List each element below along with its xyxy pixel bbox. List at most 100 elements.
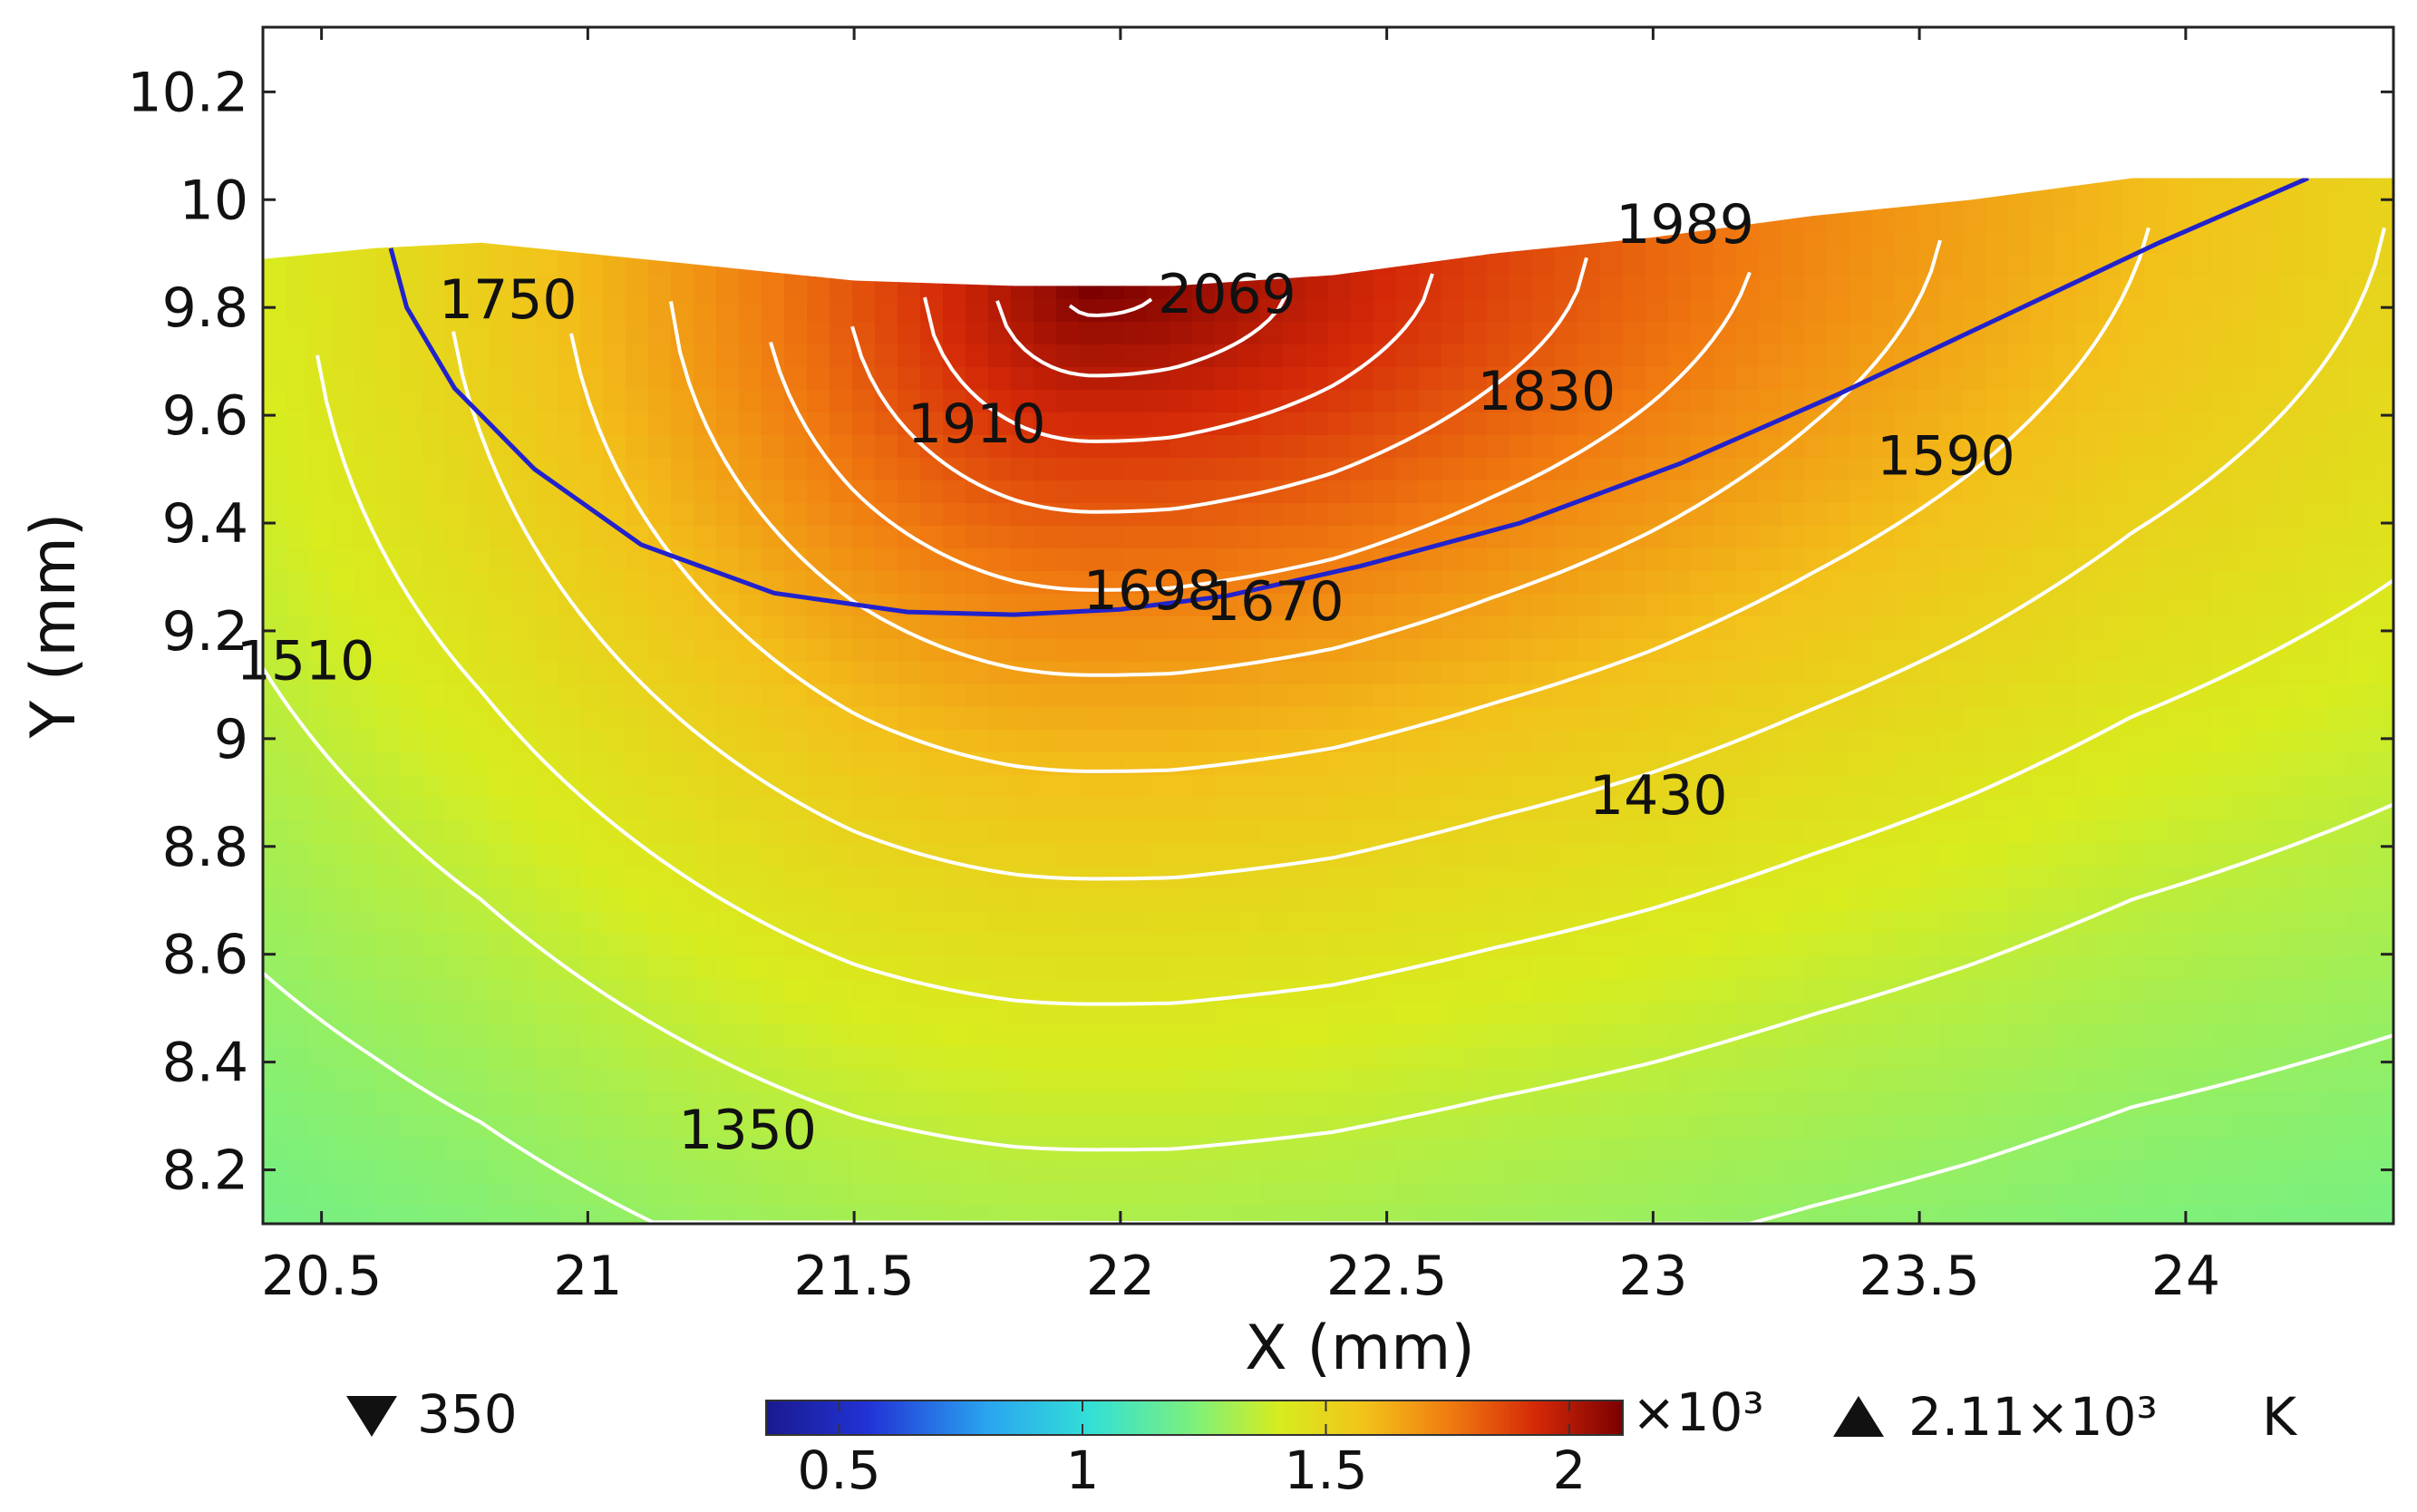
field-cell (966, 322, 989, 345)
field-cell (2076, 480, 2100, 504)
field-cell (1781, 1115, 1805, 1139)
field-cell (1419, 1160, 1442, 1184)
field-cell (2167, 1183, 2190, 1207)
field-cell (1532, 1160, 1556, 1184)
field-cell (943, 1138, 966, 1161)
field-cell (1895, 367, 1918, 391)
field-cell (762, 480, 785, 504)
field-cell (1713, 979, 1737, 1003)
field-cell (2053, 548, 2077, 572)
field-cell (1600, 684, 1624, 708)
field-cell (1056, 979, 1080, 1003)
field-cell (490, 1206, 513, 1224)
field-cell (354, 1206, 377, 1224)
field-cell (1328, 1206, 1352, 1224)
field-cell (580, 1024, 604, 1048)
field-cell (1351, 1024, 1374, 1048)
field-cell (1940, 594, 1964, 617)
field-cell (1691, 911, 1714, 935)
field-cell (1396, 480, 1420, 504)
field-cell (648, 934, 672, 957)
field-cell (1849, 934, 1873, 957)
field-cell (739, 820, 762, 844)
field-cell (558, 616, 581, 640)
field-cell (286, 866, 309, 889)
field-cell (1827, 412, 1850, 436)
field-cell (2280, 775, 2304, 799)
field-cell (1940, 1047, 1964, 1071)
field-cell (762, 1138, 785, 1161)
field-cell (1441, 616, 1465, 640)
field-cell (444, 1160, 468, 1184)
field-cell (2099, 526, 2122, 549)
field-cell (648, 866, 672, 889)
field-cell (2144, 934, 2168, 957)
field-cell (2189, 367, 2213, 391)
field-cell (1079, 322, 1102, 345)
field-cell (1351, 1002, 1374, 1025)
field-cell (422, 1183, 445, 1207)
field-cell (1147, 934, 1170, 957)
field-cell (1985, 254, 2009, 277)
field-cell (1691, 1070, 1714, 1093)
field-cell (1260, 730, 1284, 753)
field-cell (1192, 480, 1216, 504)
field-cell (2303, 979, 2326, 1003)
field-cell (1645, 707, 1669, 731)
field-cell (2371, 594, 2393, 617)
field-cell (1827, 571, 1850, 595)
field-cell (920, 367, 944, 391)
field-cell (2189, 707, 2213, 731)
field-cell (308, 684, 332, 708)
field-cell (1849, 866, 1873, 889)
field-cell (2235, 254, 2258, 277)
field-cell (1441, 435, 1465, 459)
field-cell (1079, 775, 1102, 799)
field-cell (898, 752, 921, 776)
field-cell (1170, 1206, 1193, 1224)
field-cell (1872, 231, 1896, 255)
field-cell (603, 1092, 626, 1116)
field-cell (1645, 1024, 1669, 1048)
field-cell (1056, 956, 1080, 980)
field-cell (535, 775, 558, 799)
field-cell (1827, 639, 1850, 663)
field-cell (966, 1047, 989, 1071)
field-cell (422, 254, 445, 277)
field-cell (852, 1160, 876, 1184)
field-cell (1079, 526, 1102, 549)
field-cell (1600, 866, 1624, 889)
field-cell (1872, 798, 1896, 821)
field-cell (2053, 526, 2077, 549)
field-cell (263, 322, 286, 345)
field-cell (263, 299, 286, 323)
field-cell (2371, 1002, 2393, 1025)
field-cell (444, 276, 468, 300)
field-cell (1238, 344, 1261, 368)
field-cell (286, 798, 309, 821)
field-cell (1192, 1183, 1216, 1207)
field-cell (852, 798, 876, 821)
field-cell (1577, 299, 1601, 323)
field-cell (2099, 775, 2122, 799)
field-cell (807, 1138, 830, 1161)
field-cell (1215, 866, 1238, 889)
field-cell (490, 1047, 513, 1071)
field-cell (1170, 911, 1193, 935)
field-cell (1056, 820, 1080, 844)
field-cell (1215, 1092, 1238, 1116)
field-cell (490, 526, 513, 549)
field-cell (1351, 299, 1374, 323)
field-cell (263, 390, 286, 413)
field-cell (603, 412, 626, 436)
field-cell (1441, 866, 1465, 889)
field-cell (399, 1002, 422, 1025)
field-cell (807, 276, 830, 300)
field-cell (354, 367, 377, 391)
field-cell (263, 367, 286, 391)
field-cell (875, 798, 898, 821)
field-cell (1102, 639, 1125, 663)
field-cell (1124, 956, 1148, 980)
field-cell (2212, 254, 2236, 277)
field-cell (331, 843, 354, 867)
